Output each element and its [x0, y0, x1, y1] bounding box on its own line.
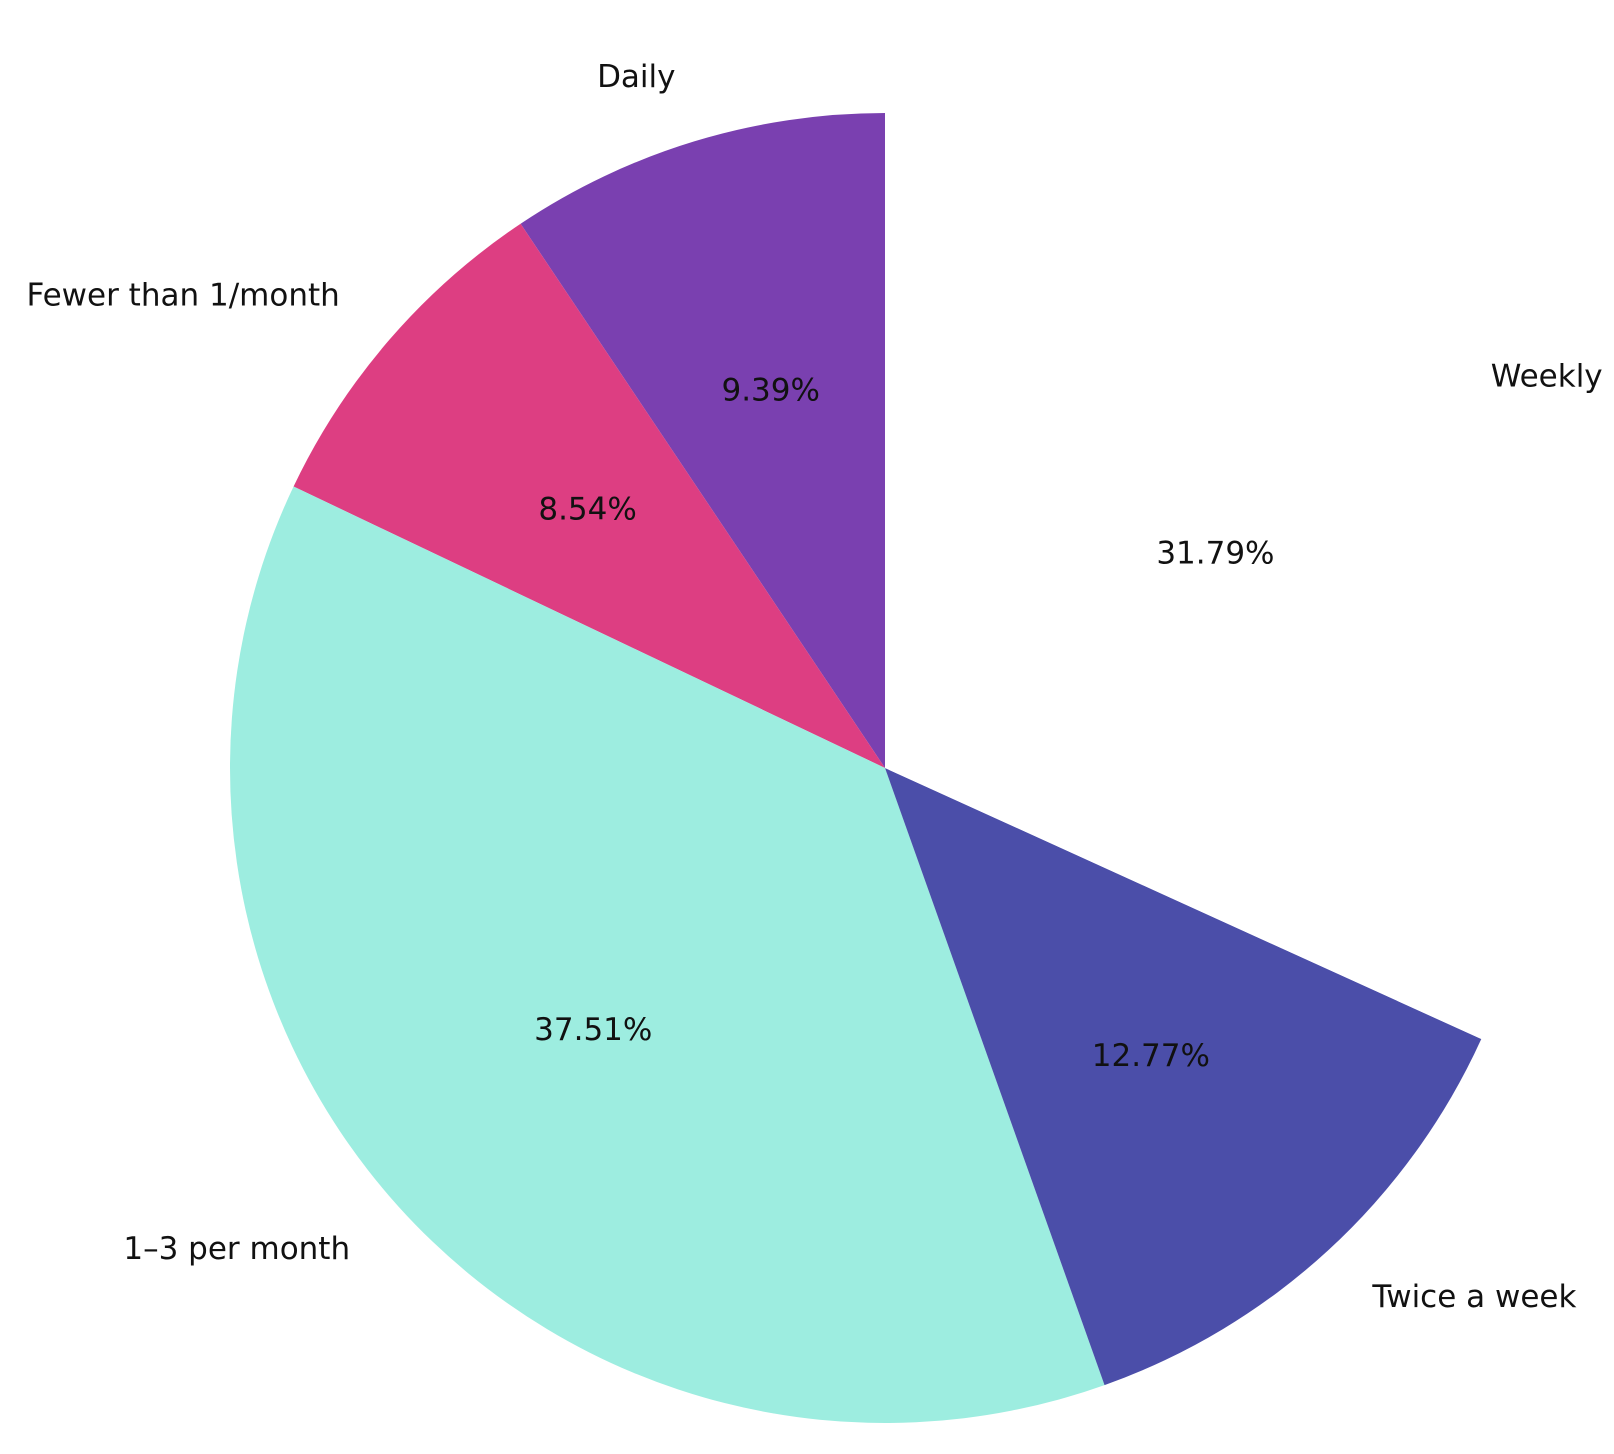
- slice-percent-1-3-per-month: 37.51%: [534, 1012, 652, 1048]
- labels-layer: Daily 9.39% Fewer than 1/month 8.54% 1–3 per…: [26, 59, 1602, 1315]
- pie-slice-twice-a-week: [885, 768, 1482, 1386]
- slice-label-daily: Daily: [597, 59, 675, 95]
- pie-slice-weekly: [885, 113, 1540, 1040]
- slice-percent-twice-a-week: 12.77%: [1092, 1038, 1210, 1074]
- slice-label-fewer-than-1-month: Fewer than 1/month: [26, 277, 339, 313]
- slice-label-weekly: Weekly: [1491, 358, 1603, 394]
- slice-percent-weekly: 31.79%: [1156, 536, 1274, 572]
- pie-slice-fewer-than-1-month: [293, 223, 885, 769]
- slice-percent-fewer-than-1-month: 8.54%: [538, 492, 636, 528]
- pie-slice-daily: [520, 113, 885, 768]
- pie-slice-1-3-per-month: [229, 486, 1105, 1424]
- slice-label-twice-a-week: Twice a week: [1371, 1279, 1576, 1315]
- slice-percent-daily: 9.39%: [721, 372, 819, 408]
- slices-layer: [229, 113, 1540, 1424]
- slice-label-1-3-per-month: 1–3 per month: [123, 1231, 350, 1267]
